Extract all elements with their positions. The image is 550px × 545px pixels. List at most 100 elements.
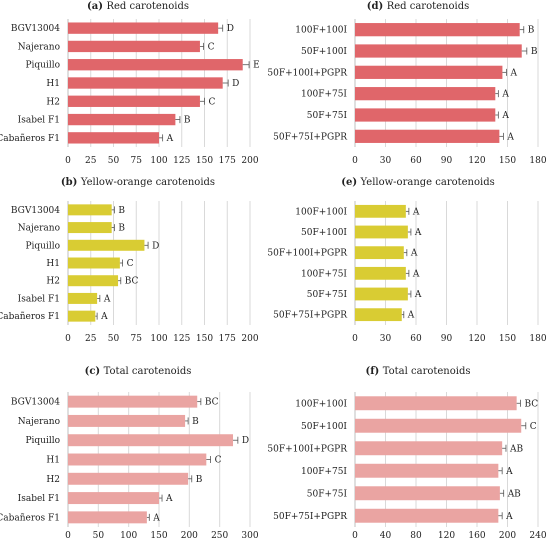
panel-e-category-label: 100F+75I — [301, 269, 347, 279]
panel-e-significance-label: A — [407, 311, 415, 321]
panel-e-category-label: 100F+100I — [295, 207, 347, 217]
panel-b: (b) Yellow-orange carotenoids 0 25 50 75 100 1… — [0, 177, 259, 344]
panel-e-tick-label: 120 — [468, 334, 485, 344]
panel-b-tick-label: 75 — [131, 334, 143, 344]
panel-b-significance-label: BC — [125, 277, 139, 287]
panel-a-tick-label: 0 — [65, 156, 71, 166]
panel-a-significance-label: C — [208, 42, 215, 52]
panel-c-category-label: H1 — [46, 456, 60, 466]
panel-d-tick-label: 60 — [410, 156, 422, 166]
panel-f-title-letter: (f) — [365, 366, 382, 377]
panel-e-category-label: 50F+75I — [307, 290, 348, 300]
panel-c-bar — [68, 434, 234, 447]
panel-d-tick-label: 150 — [499, 156, 516, 166]
panel-b-title-text: Yellow-orange carotenoids — [80, 177, 215, 188]
panel-c-category-label: Najerano — [18, 417, 60, 427]
panel-b-significance-label: C — [127, 259, 134, 269]
panel-a-significance-label: D — [232, 79, 239, 89]
panel-c-significance-label: B — [196, 475, 203, 485]
panel-b-significance-label: B — [118, 206, 125, 216]
panel-f-significance-label: C — [530, 422, 537, 432]
panel-c-tick-label: 300 — [241, 531, 258, 541]
panel-d-tick-label: 30 — [380, 156, 392, 166]
panel-b-bar — [68, 275, 119, 287]
panel-f-tick-label: 160 — [468, 531, 485, 541]
panel-a-bar — [68, 77, 223, 89]
panel-f-tick-label: 120 — [438, 531, 455, 541]
panel-f-bar — [355, 486, 500, 501]
panel-c-category-label: BGV13004 — [11, 398, 60, 408]
panel-c-category-label: Isabel F1 — [18, 494, 60, 504]
panel-d-bar — [355, 65, 503, 79]
panel-c-tick-label: 50 — [93, 531, 105, 541]
panel-a-tick-label: 125 — [173, 156, 190, 166]
panel-c-significance-label: A — [152, 513, 160, 523]
panel-d-category-label: 50F+100I+PGPR — [267, 68, 347, 78]
panel-d-category-label: 50F+75I+PGPR — [273, 132, 347, 142]
panel-a-category-label: Piquillo — [25, 61, 60, 71]
panel-e-tick-label: 180 — [529, 334, 546, 344]
panel-a-category-label: BGV13004 — [11, 24, 60, 34]
panel-b-category-label: H2 — [46, 277, 60, 287]
panel-e-tick-label: 150 — [499, 334, 516, 344]
panel-c-tick-label: 250 — [211, 531, 228, 541]
panel-c-tick-label: 200 — [181, 531, 198, 541]
panel-c-bar — [68, 395, 198, 408]
panel-b-significance-label: D — [152, 241, 159, 251]
panel-d-category-label: 100F+75I — [301, 90, 347, 100]
panel-c-bar — [68, 472, 189, 485]
panel-c-bar — [68, 414, 186, 427]
panel-b-title-letter: (b) — [61, 177, 81, 188]
panel-b-category-label: Piquillo — [25, 241, 60, 251]
panel-e-significance-label: A — [412, 269, 420, 279]
panel-f-category-label: 50F+75I+PGPR — [273, 512, 347, 522]
panel-a-bar — [68, 132, 159, 144]
panel-a-category-label: Cabañeros F1 — [0, 134, 60, 144]
panel-f-bar — [355, 508, 499, 523]
panel-f-category-label: 50F+100I — [301, 422, 347, 432]
panel-b-bar — [68, 310, 96, 322]
panel-e-bar — [355, 204, 406, 218]
panel-c-category-label: Piquillo — [25, 436, 60, 446]
panel-d-category-label: 50F+75I — [307, 111, 348, 121]
panel-b-tick-label: 0 — [65, 334, 71, 344]
panel-f: (f) Total carotenoids 0 40 80 120 160 200 240 10… — [267, 366, 546, 541]
panel-b-significance-label: A — [100, 312, 108, 322]
panel-a-bar — [68, 59, 243, 71]
panel-f-title-text: Total carotenoids — [383, 366, 471, 377]
panel-b-tick-label: 125 — [173, 334, 190, 344]
panel-f-bar — [355, 441, 503, 456]
panel-b-tick-label: 100 — [150, 334, 167, 344]
panel-e-tick-label: 30 — [380, 334, 392, 344]
panel-f-bar — [355, 418, 522, 433]
panel-e-tick-label: 60 — [410, 334, 422, 344]
panel-d-bar — [355, 23, 520, 37]
panel-c-tick-label: 150 — [150, 531, 167, 541]
panel-d-significance-label: B — [531, 47, 538, 57]
panel-d-bar — [355, 44, 522, 58]
panel-c-category-label: Cabañeros F1 — [0, 513, 60, 523]
panel-c-tick-label: 100 — [120, 531, 137, 541]
panel-b-bar — [68, 239, 145, 251]
panel-c-bar — [68, 453, 207, 466]
panel-a-bar — [68, 22, 219, 34]
panel-c-title-letter: (c) — [85, 366, 104, 377]
panel-c-significance-label: B — [192, 417, 199, 427]
panel-e-bar — [355, 308, 402, 322]
panel-c-title-text: Total carotenoids — [104, 366, 192, 377]
panel-f-significance-label: AB — [507, 489, 521, 499]
panel-c-significance-label: A — [165, 494, 173, 504]
panel-d-category-label: 100F+100I — [295, 26, 347, 36]
panel-c-bar — [68, 492, 159, 505]
panel-a-significance-label: E — [253, 61, 260, 71]
panel-e-title: (e) Yellow-orange carotenoids — [341, 177, 495, 188]
panel-d-significance-label: A — [501, 111, 509, 121]
panel-f-significance-label: BC — [524, 399, 538, 409]
panel-a: (a) Red carotenoids 0 25 50 75 100 125 150 175 20… — [0, 1, 260, 166]
panel-b-significance-label: B — [118, 224, 125, 234]
panel-a-significance-label: B — [184, 116, 191, 126]
panel-d-significance-label: A — [501, 90, 509, 100]
panel-a-tick-label: 200 — [241, 156, 258, 166]
panel-f-bar — [355, 396, 517, 411]
